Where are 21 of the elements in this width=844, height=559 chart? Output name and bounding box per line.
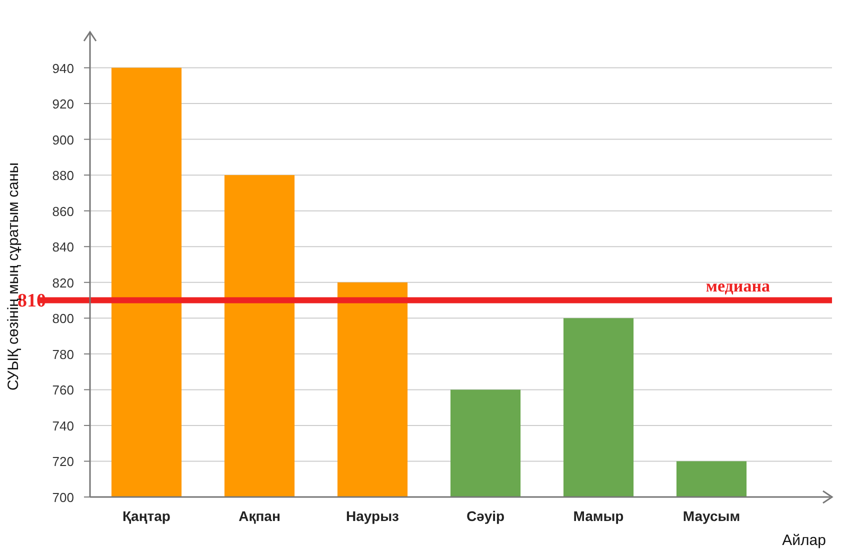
x-tick-label: Наурыз bbox=[346, 508, 400, 524]
x-tick-label: Сәуір bbox=[466, 508, 505, 524]
x-tick-label: Мамыр bbox=[573, 508, 624, 524]
y-tick-label: 860 bbox=[52, 204, 74, 219]
y-tick-label: 720 bbox=[52, 454, 74, 470]
y-tick-label: 700 bbox=[52, 490, 74, 505]
y-tick-label: 900 bbox=[52, 132, 74, 148]
x-tick-label: Қаңтар bbox=[122, 508, 170, 524]
x-tick-label: Маусым bbox=[682, 508, 740, 524]
ref-line-label: медиана bbox=[706, 276, 770, 296]
y-tick-label: 820 bbox=[52, 275, 74, 290]
x-tick-label: Ақпан bbox=[238, 508, 280, 524]
y-tick-label: 840 bbox=[52, 240, 74, 255]
x-axis-title: Айлар bbox=[782, 532, 826, 549]
y-tick-label: 780 bbox=[52, 346, 74, 362]
y-tick-label: 880 bbox=[52, 168, 74, 184]
y-tick-label: 740 bbox=[52, 418, 74, 434]
y-tick-label: 760 bbox=[52, 382, 74, 398]
y-tick-label: 920 bbox=[52, 96, 74, 112]
y-tick-label: 800 bbox=[52, 311, 74, 326]
y-tick-label: 940 bbox=[52, 60, 74, 76]
